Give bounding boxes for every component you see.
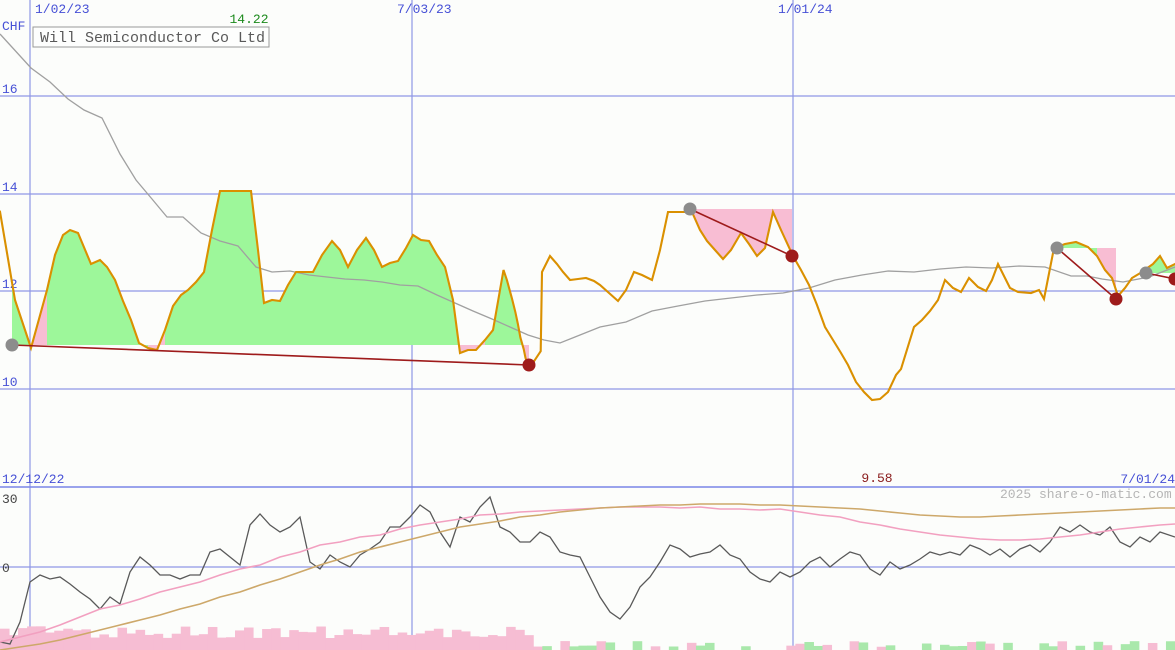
- svg-text:0: 0: [2, 561, 10, 576]
- svg-text:10: 10: [2, 375, 18, 390]
- svg-text:7/01/24: 7/01/24: [1120, 472, 1175, 487]
- svg-text:12: 12: [2, 277, 18, 292]
- svg-text:7/03/23: 7/03/23: [397, 2, 452, 17]
- svg-text:9.58: 9.58: [861, 471, 892, 486]
- svg-text:30: 30: [2, 492, 18, 507]
- svg-text:2025 share-o-matic.com: 2025 share-o-matic.com: [1000, 487, 1172, 502]
- svg-text:16: 16: [2, 82, 18, 97]
- svg-text:CHF: CHF: [2, 19, 25, 34]
- svg-text:12/12/22: 12/12/22: [2, 472, 64, 487]
- svg-text:14: 14: [2, 180, 18, 195]
- svg-text:1/01/24: 1/01/24: [778, 2, 833, 17]
- svg-text:1/02/23: 1/02/23: [35, 2, 90, 17]
- svg-text:14.22: 14.22: [229, 12, 268, 27]
- svg-text:Will Semiconductor Co Ltd: Will Semiconductor Co Ltd: [40, 30, 265, 47]
